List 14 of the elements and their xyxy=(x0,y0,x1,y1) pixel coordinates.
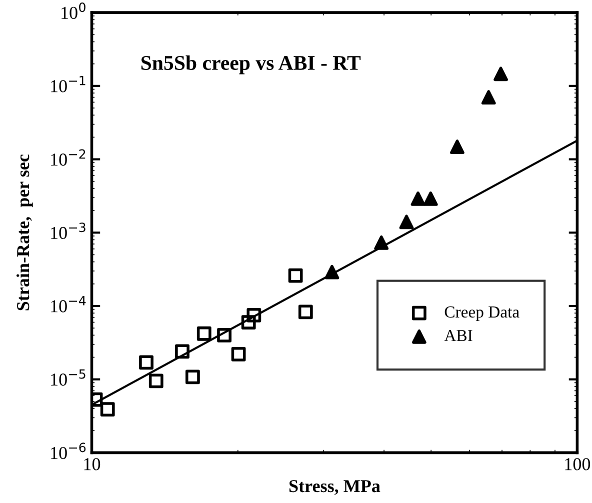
y-axis-title: Strain-Rate, per sec xyxy=(16,154,33,310)
legend-label: Creep Data xyxy=(444,306,520,321)
y-tick-label: 10$^{−4}$ xyxy=(51,296,86,312)
y-tick-label: 10$^{−3}$ xyxy=(51,222,86,240)
y-tick-label: 10$^{−6}$ xyxy=(51,442,86,460)
legend-label: ABI xyxy=(444,330,472,342)
y-tick-label: 10$^{−5}$ xyxy=(51,369,86,386)
text: Sn5Sb creep vs ABI - RT xyxy=(141,55,361,74)
x-tick-label: 10 xyxy=(84,458,100,470)
y-tick-label: 10$^{0}$ xyxy=(62,2,86,19)
y-tick-label: 10$^{−1}$ xyxy=(51,76,86,92)
x-axis-title: Stress, MPa xyxy=(289,480,380,495)
x-tick-label: 100 xyxy=(565,458,590,470)
y-tick-label: 10$^{−2}$ xyxy=(51,149,86,166)
